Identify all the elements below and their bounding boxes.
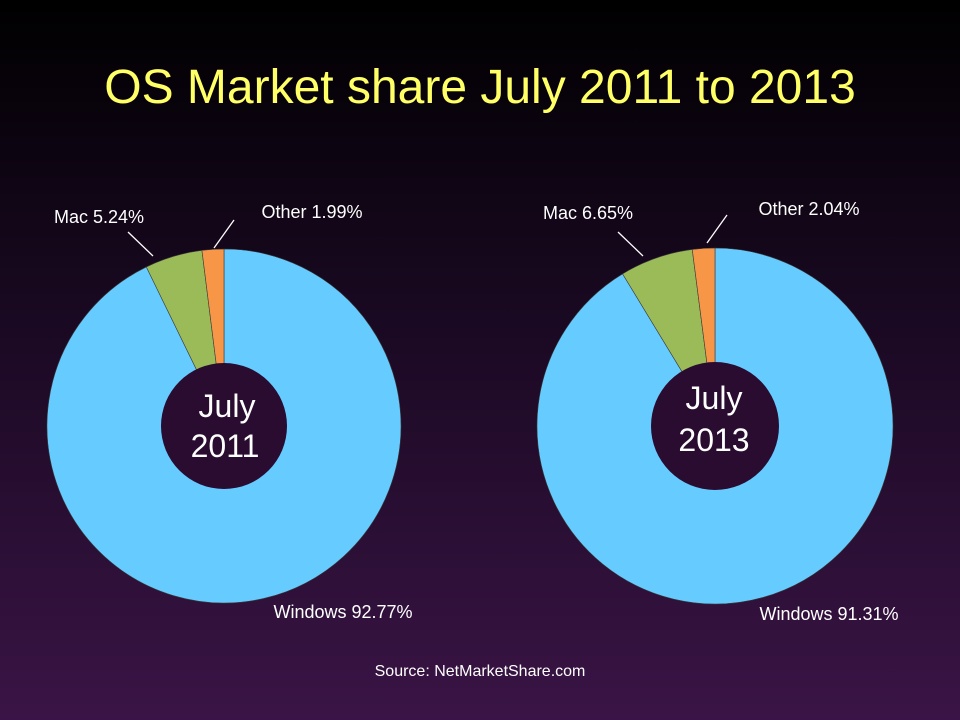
pie-center-label: 2013 [678, 422, 749, 458]
pie-chart-1: July 2013 Windows 91.31% Mac 6.65% Other 2.0… [536, 199, 899, 624]
slide-title: OS Market share July 2011 to 2013 [104, 61, 856, 114]
leader-line-mac [127, 231, 154, 257]
leader-line-other [706, 214, 728, 244]
pie-center-label: July [686, 380, 743, 416]
slice-label-other: Other 1.99% [261, 202, 362, 222]
pie-center-hole [161, 363, 287, 489]
slice-label-mac: Mac 6.65% [543, 203, 633, 223]
source-note: Source: NetMarketShare.com [374, 663, 586, 680]
leader-line-other [213, 219, 235, 249]
slice-label-windows: Windows 92.77% [273, 602, 412, 622]
pie-chart-0: July 2011 Windows 92.77% Mac 5.24% Other 1.9… [46, 202, 413, 622]
pie-center-hole [651, 362, 779, 490]
slice-label-other: Other 2.04% [758, 199, 859, 219]
pie-center-label: July [199, 388, 256, 424]
slice-label-mac: Mac 5.24% [54, 207, 144, 227]
pie-center-label: 2011 [191, 428, 260, 464]
leader-line-mac [617, 231, 644, 257]
slice-label-windows: Windows 91.31% [759, 604, 898, 624]
